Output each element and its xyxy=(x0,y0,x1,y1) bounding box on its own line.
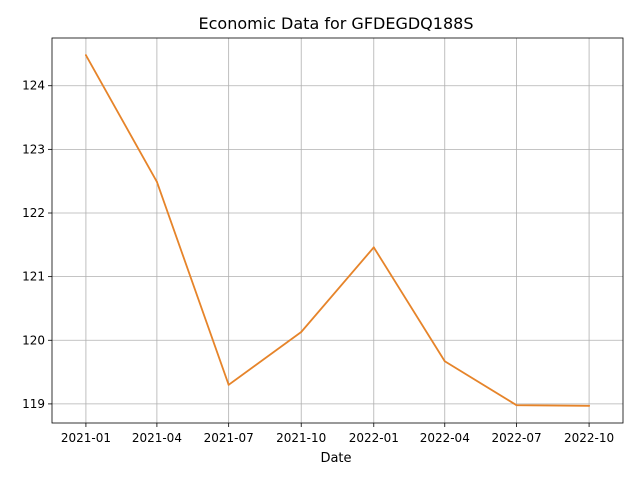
x-tick-label: 2022-07 xyxy=(491,431,541,445)
x-axis: 2021-01 2021-04 2021-07 2021-10 2022-01 2022-… xyxy=(61,423,614,445)
x-tick-label: 2021-10 xyxy=(276,431,326,445)
data-point xyxy=(155,180,158,183)
data-point xyxy=(588,404,590,407)
data-point xyxy=(227,383,230,386)
series-layer xyxy=(85,54,590,407)
x-tick-label: 2021-01 xyxy=(61,431,111,445)
y-axis: 119 120 121 122 123 124 xyxy=(22,79,52,411)
series-line xyxy=(85,54,590,407)
plot-frame xyxy=(51,37,624,424)
x-tick-label: 2022-04 xyxy=(420,431,470,445)
x-tick-label: 2022-01 xyxy=(349,431,399,445)
data-point xyxy=(372,246,375,249)
x-axis-label: Date xyxy=(320,451,351,466)
x-tick-label: 2021-04 xyxy=(132,431,182,445)
y-tick-label: 122 xyxy=(22,206,45,220)
x-tick-label: 2021-07 xyxy=(204,431,254,445)
data-point xyxy=(85,54,87,57)
y-tick-label: 121 xyxy=(22,270,45,284)
grid-lines xyxy=(52,38,623,423)
y-tick-label: 124 xyxy=(22,79,45,93)
y-tick-label: 123 xyxy=(22,142,45,156)
data-point xyxy=(443,360,446,363)
x-tick-label: 2022-10 xyxy=(564,431,614,445)
y-tick-label: 119 xyxy=(22,397,45,411)
data-point xyxy=(515,404,518,407)
chart-title: Economic Data for GFDEGDQ188S xyxy=(199,14,474,33)
data-point xyxy=(300,331,303,333)
y-tick-label: 120 xyxy=(22,333,45,347)
